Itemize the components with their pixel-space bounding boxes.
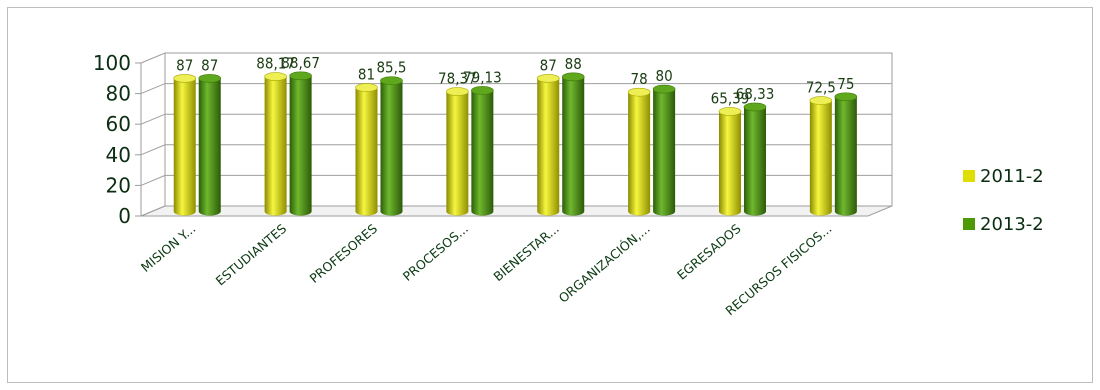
bar-top-2011-2-2	[355, 83, 378, 92]
data-label: 78	[631, 70, 648, 88]
bar-top-2011-2-0	[173, 74, 197, 83]
bar-top-2011-2-3	[446, 87, 469, 96]
bar-2011-2-5	[628, 92, 651, 216]
data-label: 88,17	[256, 55, 295, 73]
category-label: PROFESORES	[307, 221, 381, 286]
bar-top-2011-2-4	[536, 74, 560, 83]
data-label: 87	[540, 56, 557, 74]
bar-top-2013-2-2	[380, 76, 403, 85]
bar-2013-2-2	[380, 80, 403, 216]
bar-2013-2-6	[743, 106, 766, 216]
data-label: 85,5	[376, 59, 406, 77]
legend-swatch	[963, 170, 975, 182]
bar-2013-2-0	[198, 78, 221, 216]
legend-swatch	[963, 218, 975, 230]
data-label: 81	[358, 66, 375, 84]
bar-2011-2-2	[355, 87, 378, 216]
gridline	[140, 52, 892, 64]
bar-2013-2-1	[289, 75, 312, 216]
bar-2011-2-7	[809, 100, 832, 216]
data-label: 65,39	[711, 89, 750, 107]
data-label: 88,67	[281, 54, 320, 72]
bar-top-2013-2-3	[471, 86, 494, 95]
bar-top-2013-2-4	[561, 72, 585, 82]
bar-2013-2-4	[562, 76, 585, 216]
bar-2013-2-7	[834, 96, 857, 216]
bar-top-2011-2-6	[718, 107, 742, 116]
y-tick-label: 80	[106, 82, 131, 106]
bar-2011-2-4	[537, 78, 560, 216]
bar-top-2013-2-1	[289, 71, 312, 81]
category-label: BIENESTAR...	[490, 221, 561, 284]
legend-label: 2013-2	[980, 214, 1044, 235]
data-label: 88	[565, 55, 582, 73]
y-tick-label: 0	[118, 204, 131, 228]
data-label: 72,5	[806, 79, 836, 97]
bar-top-2013-2-5	[652, 84, 676, 94]
chart-frame: 0 20 40 60 80 100 87 87 MISION Y... 88,17 88,67 EST…	[7, 7, 1093, 383]
gridline	[140, 83, 892, 95]
data-label: 78,37	[438, 70, 477, 88]
data-label: 75	[837, 75, 854, 93]
bar-2011-2-1	[264, 76, 287, 216]
y-tick-label: 40	[106, 143, 131, 167]
bars-layer	[173, 71, 858, 216]
data-label: 79,13	[463, 68, 502, 86]
bar-top-2013-2-7	[834, 92, 858, 102]
bar-2013-2-5	[653, 89, 676, 216]
legend: 2011-2 2013-2	[963, 166, 1044, 235]
data-label: 68,33	[736, 85, 775, 103]
category-label: ESTUDIANTES	[213, 221, 290, 289]
data-label: 87	[176, 56, 193, 74]
bar-2011-2-3	[446, 91, 469, 216]
category-label: PROCESOS...	[400, 221, 471, 284]
data-label: 80	[656, 67, 673, 85]
y-tick-label: 100	[93, 51, 131, 75]
bar-top-2011-2-1	[264, 72, 287, 81]
y-tick-label: 20	[106, 173, 131, 197]
bar-top-2011-2-7	[809, 96, 833, 105]
legend-label: 2011-2	[980, 166, 1044, 187]
grid-layer	[135, 52, 893, 217]
bar-top-2011-2-5	[627, 87, 651, 97]
bar-top-2013-2-0	[198, 74, 222, 83]
data-label: 87	[201, 56, 218, 74]
y-tick-label: 60	[106, 112, 131, 136]
floor	[140, 205, 893, 217]
category-label: ORGANIZACIÓN,...	[556, 221, 653, 306]
bar-2011-2-6	[718, 111, 741, 216]
bar-2011-2-0	[173, 78, 196, 216]
category-label: EGRESADOS	[674, 221, 744, 283]
bar-2013-2-3	[471, 90, 494, 216]
bar-top-2013-2-6	[743, 102, 767, 112]
category-label: MISION Y...	[138, 221, 198, 275]
